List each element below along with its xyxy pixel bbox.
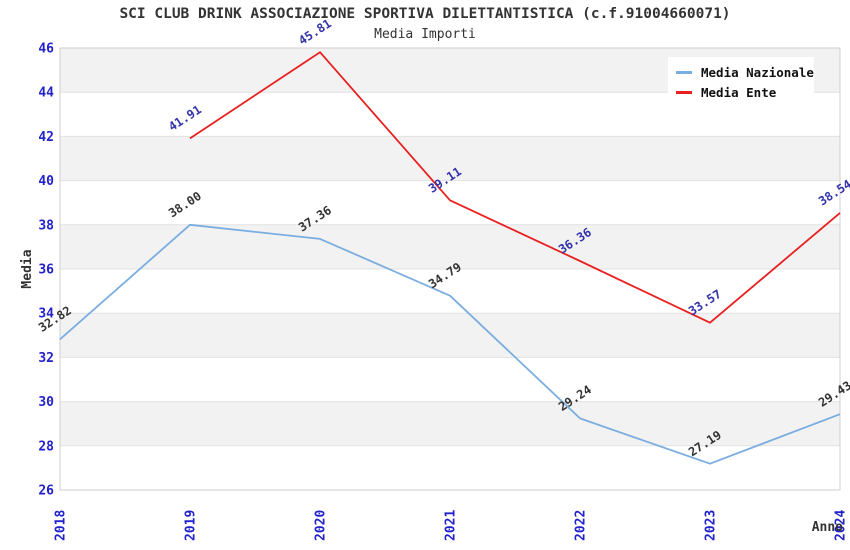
grid-band <box>60 224 840 269</box>
series-line-media-nazionale <box>59 223 841 465</box>
chart-subtitle: Media Importi <box>374 27 476 42</box>
x-tick-label: 2019 <box>184 510 199 541</box>
grid-band <box>60 313 840 358</box>
legend-label: Media Nazionale <box>701 64 814 80</box>
grid-band <box>60 357 840 402</box>
y-axis-title: Media <box>20 249 35 288</box>
y-tick-label: 46 <box>38 42 54 57</box>
x-axis-title: Anno <box>812 520 843 535</box>
grid-band <box>60 180 840 225</box>
y-tick-label: 26 <box>38 484 54 499</box>
y-tick-label: 36 <box>38 263 54 278</box>
y-tick-label: 30 <box>38 395 54 410</box>
legend-line-swatch-blue <box>676 70 692 74</box>
y-tick-label: 42 <box>38 130 54 145</box>
grid-band <box>60 136 840 181</box>
chart-title: SCI CLUB DRINK ASSOCIAZIONE SPORTIVA DIL… <box>119 6 731 22</box>
point-label: 45.81 <box>296 16 334 47</box>
grid-band <box>60 269 840 314</box>
x-tick-label: 2024 <box>834 510 849 541</box>
x-tick-label: 2023 <box>704 510 719 541</box>
plot-border <box>59 47 841 491</box>
y-tick-label: 34 <box>38 307 54 322</box>
y-tick-label: 28 <box>38 439 54 454</box>
x-tick-label: 2021 <box>444 510 459 541</box>
legend: Media Nazionale Media Ente <box>668 57 814 108</box>
legend-item-media-ente: Media Ente <box>676 82 814 102</box>
grid-band <box>60 401 840 446</box>
y-tick-label: 44 <box>38 86 54 101</box>
legend-line-swatch-red <box>676 90 692 94</box>
series-line-media-ente <box>189 51 841 324</box>
grid-band <box>60 445 840 490</box>
legend-item-media-nazionale: Media Nazionale <box>676 62 814 82</box>
x-tick-label: 2018 <box>54 510 69 541</box>
y-tick-label: 40 <box>38 174 54 189</box>
y-tick-label: 32 <box>38 351 54 366</box>
x-tick-label: 2022 <box>574 510 589 541</box>
legend-label: Media Ente <box>701 84 777 100</box>
x-tick-label: 2020 <box>314 510 329 541</box>
y-tick-label: 38 <box>38 218 54 233</box>
